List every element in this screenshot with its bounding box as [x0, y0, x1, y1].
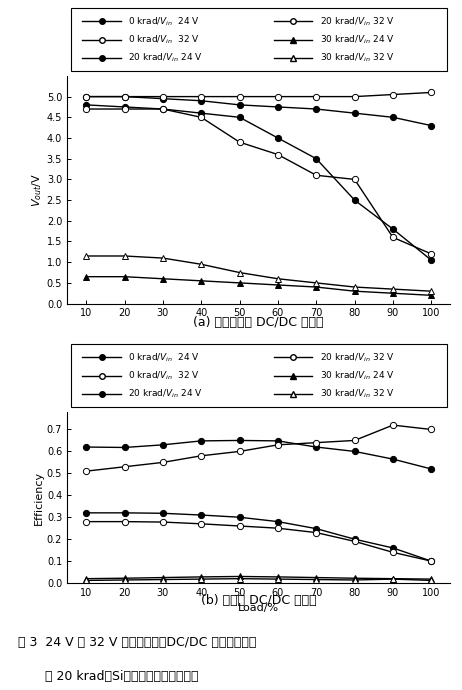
Text: 0 krad/$V_{in}$  32 V: 0 krad/$V_{in}$ 32 V [128, 33, 201, 46]
Text: 30 krad/$V_{in}$ 32 V: 30 krad/$V_{in}$ 32 V [320, 388, 395, 400]
Text: 20 krad/$V_{in}$ 32 V: 20 krad/$V_{in}$ 32 V [320, 15, 395, 28]
Text: (b) 普军级 DC/DC 转换器: (b) 普军级 DC/DC 转换器 [201, 595, 316, 607]
Y-axis label: Efficiency: Efficiency [34, 471, 44, 524]
Text: 0 krad/$V_{in}$  24 V: 0 krad/$V_{in}$ 24 V [128, 351, 201, 364]
Text: 20 krad/$V_{in}$ 32 V: 20 krad/$V_{in}$ 32 V [320, 351, 395, 364]
Text: 20 krad/$V_{in}$ 24 V: 20 krad/$V_{in}$ 24 V [128, 388, 203, 400]
Text: (a) 普通商用级 DC/DC 转换器: (a) 普通商用级 DC/DC 转换器 [194, 316, 324, 329]
Text: 30 krad/$V_{in}$ 24 V: 30 krad/$V_{in}$ 24 V [320, 33, 395, 46]
Text: 30 krad/$V_{in}$ 24 V: 30 krad/$V_{in}$ 24 V [320, 369, 395, 382]
Text: 20 krad/$V_{in}$ 24 V: 20 krad/$V_{in}$ 24 V [128, 52, 203, 64]
Text: 30 krad/$V_{in}$ 32 V: 30 krad/$V_{in}$ 32 V [320, 52, 395, 64]
Text: 0 krad/$V_{in}$  32 V: 0 krad/$V_{in}$ 32 V [128, 369, 201, 382]
Text: 图 3  24 V 和 32 V 输入条件下，DC/DC 转换器样品辐: 图 3 24 V 和 32 V 输入条件下，DC/DC 转换器样品辐 [18, 636, 257, 649]
Y-axis label: $V_{out}$/V: $V_{out}$/V [30, 172, 44, 207]
Text: 照 20 krad（Si）之后电性能变化比较: 照 20 krad（Si）之后电性能变化比较 [45, 670, 199, 683]
Text: 0 krad/$V_{in}$  24 V: 0 krad/$V_{in}$ 24 V [128, 15, 201, 28]
X-axis label: Load/%: Load/% [238, 604, 280, 613]
